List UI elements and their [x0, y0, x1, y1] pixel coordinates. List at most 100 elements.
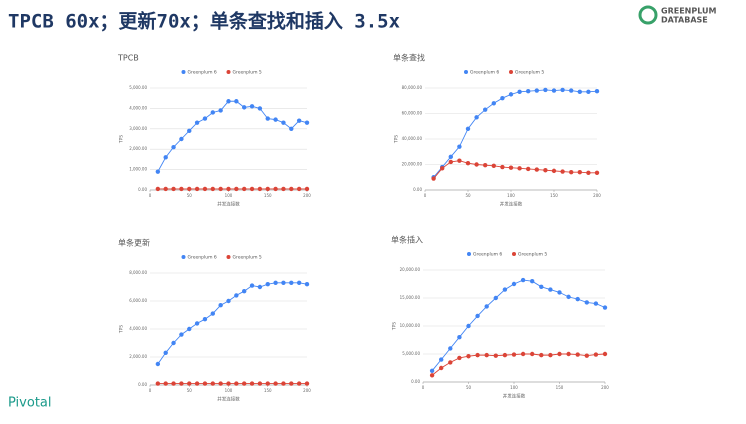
x-tick-label: 0 [424, 193, 427, 198]
data-point [242, 381, 247, 386]
series-line [433, 89, 598, 178]
data-point [577, 89, 582, 95]
x-tick-label: 150 [556, 385, 564, 390]
data-point [179, 136, 184, 142]
data-point [218, 186, 223, 192]
data-point [575, 352, 580, 357]
data-point [429, 368, 435, 373]
data-point [557, 351, 562, 357]
data-point [234, 186, 239, 192]
data-point [289, 381, 294, 386]
data-point [202, 381, 208, 386]
y-tick-label: 0.00 [413, 187, 422, 192]
data-point [584, 353, 589, 358]
x-tick-label: 50 [465, 193, 471, 198]
x-axis-label: 并发连接数 [217, 396, 240, 403]
data-point [202, 116, 208, 121]
data-point [530, 351, 535, 357]
data-point [457, 158, 462, 163]
x-tick-label: 200 [593, 193, 601, 198]
x-axis-label: 并发连接数 [500, 201, 523, 208]
y-tick-label: 0.00 [138, 187, 147, 192]
data-point [560, 169, 565, 174]
data-point [520, 351, 526, 357]
y-tick-label: 4,000.00 [129, 326, 147, 331]
chart: 单条查找 0.00 20,000.00 40,000.00 60,000.00 80,00… [393, 53, 601, 208]
data-point [448, 346, 453, 351]
data-point [539, 284, 544, 289]
data-point [557, 290, 562, 295]
data-point [296, 118, 302, 123]
data-point [483, 107, 488, 112]
y-tick-label: 4,000.00 [129, 105, 147, 110]
data-point [304, 282, 310, 287]
data-point [491, 101, 496, 106]
data-point [210, 186, 215, 192]
data-point [439, 365, 444, 371]
data-point [226, 381, 231, 386]
data-point [575, 296, 580, 302]
data-point [296, 280, 302, 285]
data-point [171, 340, 176, 346]
data-point [155, 186, 161, 192]
data-point [493, 295, 498, 301]
logo-text: GREENPLUM [661, 7, 717, 16]
data-point [289, 126, 294, 131]
x-axis-label: 并发连接数 [503, 393, 526, 400]
data-point [577, 169, 582, 175]
data-point [163, 155, 168, 160]
data-point [281, 280, 286, 285]
data-point [202, 317, 208, 322]
data-point [265, 116, 270, 121]
data-point [569, 88, 574, 93]
data-point [594, 88, 600, 94]
data-point [548, 352, 553, 358]
x-tick-label: 0 [149, 388, 152, 393]
data-point [163, 350, 168, 355]
data-point [273, 280, 278, 285]
data-point [465, 126, 471, 131]
data-point [484, 352, 489, 358]
data-point [179, 186, 184, 192]
data-point [500, 96, 505, 101]
x-tick-label: 100 [507, 193, 515, 198]
data-point [448, 360, 453, 365]
data-point [534, 88, 539, 93]
data-point [304, 381, 310, 386]
data-point [226, 298, 231, 304]
data-point [474, 115, 479, 120]
y-tick-label: 5,000.00 [129, 85, 147, 90]
legend-marker [226, 70, 231, 74]
data-point [249, 186, 255, 192]
data-point [475, 352, 480, 358]
data-point [584, 300, 589, 305]
data-point [257, 106, 263, 111]
data-point [543, 87, 548, 93]
data-point [226, 99, 231, 104]
y-tick-label: 60,000.00 [402, 111, 423, 116]
x-tick-label: 0 [422, 385, 425, 390]
legend-label: Greenplum 5 [518, 252, 547, 258]
data-point [500, 164, 505, 170]
data-point [543, 168, 548, 173]
data-point [257, 186, 263, 192]
data-point [179, 381, 184, 386]
x-tick-label: 150 [550, 193, 558, 198]
data-point [602, 305, 608, 310]
y-tick-label: 5,000.00 [402, 351, 420, 356]
data-point [548, 287, 553, 292]
y-tick-label: 8,000.00 [129, 270, 147, 275]
data-point [234, 381, 239, 386]
data-point [171, 144, 176, 150]
data-point [242, 289, 247, 294]
data-point [457, 355, 462, 361]
data-point [218, 108, 223, 113]
chart-title: 单条插入 [391, 235, 423, 245]
y-tick-label: 2,000.00 [129, 146, 147, 151]
data-point [273, 381, 278, 386]
data-point [551, 168, 557, 174]
data-point [448, 159, 453, 165]
y-axis-label: TPS [119, 135, 125, 144]
data-point [155, 381, 161, 386]
data-point [163, 381, 168, 386]
